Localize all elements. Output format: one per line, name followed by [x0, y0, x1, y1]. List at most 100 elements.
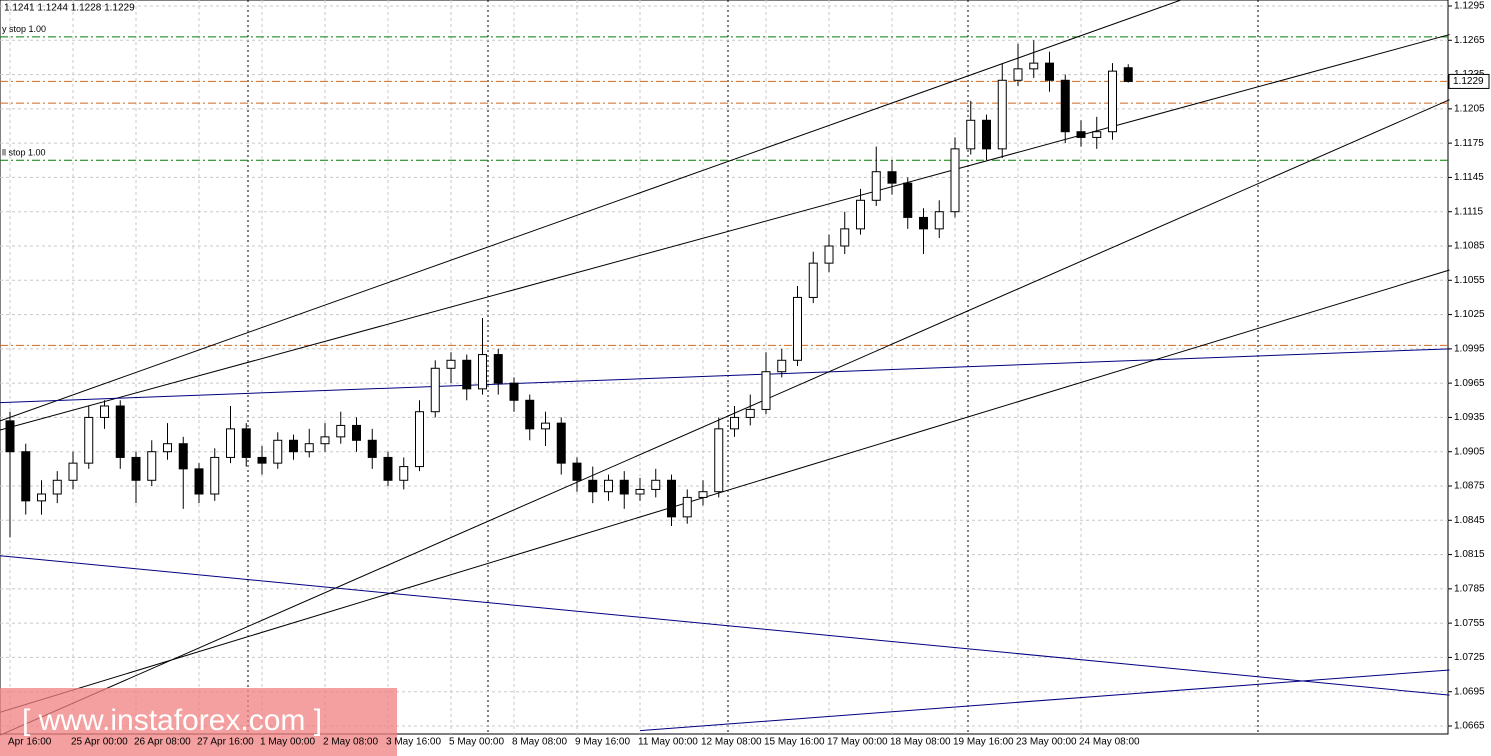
candle-body	[824, 245, 834, 264]
candle-body	[730, 416, 739, 430]
x-tick-label: 23 May 00:00	[1016, 737, 1077, 748]
candle-body	[903, 182, 913, 218]
candle-body	[273, 439, 283, 464]
candle-body	[415, 411, 424, 468]
candle-body	[493, 354, 503, 384]
current-price: 1.1229	[1453, 76, 1484, 87]
trendline	[0, 34, 1450, 431]
y-tick-label: 1.1025	[1454, 309, 1485, 320]
candle-body	[5, 420, 15, 453]
candle-body	[100, 405, 109, 418]
candle-body	[1108, 70, 1117, 133]
x-tick-label: 17 May 00:00	[827, 737, 888, 748]
y-tick-label: 1.0965	[1454, 378, 1485, 389]
candle-body	[887, 171, 897, 184]
x-tick-label: 11 May 00:00	[638, 737, 698, 748]
x-tick-label: 5 May 00:00	[449, 737, 504, 748]
candle-body	[194, 468, 204, 495]
candle-body	[1029, 62, 1039, 70]
candle-body	[163, 443, 172, 453]
candle-body	[761, 371, 771, 410]
y-tick-label: 1.1085	[1454, 241, 1485, 252]
y-tick-label: 1.1295	[1454, 1, 1485, 12]
x-tick-label: 15 May 16:00	[764, 737, 825, 748]
candle-body	[226, 428, 235, 458]
x-tick-label: 9 May 16:00	[575, 737, 630, 748]
trendline	[0, 348, 1450, 404]
x-tick-label: Apr 16:00	[8, 737, 52, 748]
y-tick-label: 1.0785	[1454, 583, 1485, 594]
candle-body	[714, 428, 724, 493]
candle-body	[84, 416, 94, 464]
candle-body	[304, 443, 314, 453]
candle-body	[1092, 131, 1102, 138]
trendline	[0, 555, 1450, 696]
candle-body	[541, 422, 550, 430]
candle-body	[1123, 67, 1133, 82]
candle-body	[52, 479, 62, 495]
y-tick-label: 1.0695	[1454, 686, 1485, 697]
candle-body	[667, 479, 676, 518]
candle-body	[241, 428, 251, 458]
candle-body	[982, 119, 991, 150]
candle-body	[966, 119, 976, 150]
y-tick-label: 1.0995	[1454, 343, 1485, 354]
candle-body	[446, 359, 456, 369]
y-tick-label: 1.0725	[1454, 652, 1485, 663]
candle-body	[147, 451, 157, 481]
trendline	[0, 269, 1450, 713]
y-tick-label: 1.1265	[1454, 35, 1485, 46]
x-tick-label: 24 May 08:00	[1079, 737, 1140, 748]
candle-body	[383, 456, 393, 481]
candle-body	[21, 451, 31, 502]
x-tick-label: 25 Apr 00:00	[71, 737, 128, 748]
watermark-box	[0, 688, 397, 756]
y-tick-label: 1.0815	[1454, 549, 1485, 560]
y-tick-label: 1.1205	[1454, 103, 1485, 114]
y-tick-label: 1.0665	[1454, 721, 1485, 732]
watermark: [ www.instaforex.com ]	[22, 704, 322, 737]
candle-body	[320, 436, 330, 445]
trendline	[639, 669, 1450, 732]
candle-body	[556, 422, 566, 464]
candle-body	[430, 367, 440, 413]
candle-body	[950, 148, 960, 213]
y-tick-label: 1.1145	[1454, 172, 1484, 183]
level-label: ll stop 1.00	[2, 148, 46, 158]
plot-frame	[0, 0, 1449, 735]
candle-body	[462, 359, 472, 390]
candle-body	[604, 479, 613, 493]
y-tick-label: 1.0845	[1454, 515, 1485, 526]
candle-body	[367, 439, 377, 458]
candle-body	[572, 462, 582, 481]
candle-body	[68, 462, 78, 481]
candle-body	[777, 359, 787, 373]
candle-body	[210, 456, 220, 495]
candle-body	[289, 439, 298, 453]
candle-body	[919, 216, 928, 230]
level-label: y stop 1.00	[2, 24, 46, 34]
candle-body	[997, 79, 1007, 150]
ohlc-header: 1.1241 1.1244 1.1228 1.1229	[4, 3, 135, 14]
y-tick-label: 1.0935	[1454, 412, 1485, 423]
candle-body	[257, 456, 267, 464]
candle-body	[635, 488, 645, 495]
candle-body	[37, 493, 46, 502]
x-tick-label: 8 May 08:00	[512, 737, 567, 748]
candle-body	[588, 479, 598, 493]
candle-body	[478, 354, 487, 390]
y-tick-label: 1.1055	[1454, 275, 1485, 286]
x-tick-label: 12 May 08:00	[701, 737, 762, 748]
candle-body	[1060, 79, 1070, 133]
x-tick-label: 27 Apr 16:00	[197, 737, 254, 748]
x-tick-label: 2 May 08:00	[323, 737, 378, 748]
candle-body	[793, 296, 802, 361]
y-tick-label: 1.0755	[1454, 618, 1485, 629]
y-tick-label: 1.1115	[1454, 206, 1484, 217]
candle-body	[856, 199, 865, 230]
candle-body	[399, 466, 409, 481]
trendline	[0, 0, 1181, 422]
candle-body	[682, 496, 692, 518]
y-tick-label: 1.0905	[1454, 446, 1485, 457]
